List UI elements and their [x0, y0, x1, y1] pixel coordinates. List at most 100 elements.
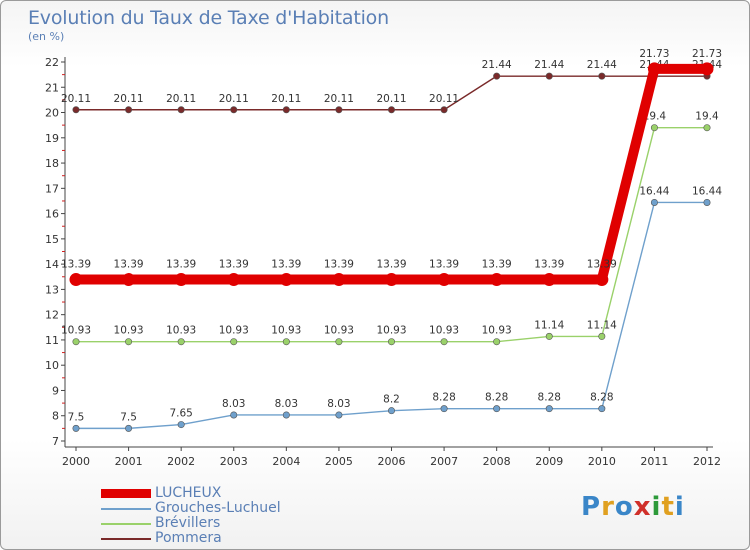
data-label: 8.2 — [383, 394, 400, 406]
data-point — [387, 407, 395, 415]
data-label: 8.28 — [485, 392, 508, 404]
data-label: 11.14 — [534, 319, 564, 331]
y-tick-label: 10 — [45, 359, 59, 372]
legend-swatch — [101, 507, 151, 510]
data-label: 20.11 — [271, 93, 301, 105]
data-point — [493, 338, 501, 346]
y-tick-label: 18 — [45, 157, 59, 170]
data-label: 10.93 — [61, 325, 91, 337]
data-point — [282, 338, 290, 346]
data-point — [177, 338, 185, 346]
data-point — [174, 273, 188, 287]
data-point — [545, 332, 553, 340]
y-tick-label: 14 — [45, 258, 59, 271]
data-point — [647, 62, 661, 76]
data-point — [335, 411, 343, 419]
series-pommera: 20.11 20.11 20.11 20.11 20.11 20.11 20.11 20.11… — [61, 59, 722, 114]
data-label: 13.39 — [429, 259, 459, 271]
chart-subtitle: (en %) — [28, 30, 65, 43]
data-point — [72, 106, 80, 114]
legend-label: Brévillers — [155, 515, 221, 531]
data-label: 7.5 — [68, 411, 85, 423]
data-label: 13.39 — [482, 259, 512, 271]
data-point — [279, 273, 293, 287]
y-tick-label: 19 — [45, 132, 59, 145]
data-label: 13.39 — [61, 259, 91, 271]
data-label: 20.11 — [61, 93, 91, 105]
x-tick-label: 2002 — [167, 455, 195, 468]
data-point — [177, 106, 185, 114]
data-point — [230, 106, 238, 114]
y-tick-label: 15 — [45, 233, 59, 246]
data-point — [387, 106, 395, 114]
data-point — [703, 198, 711, 206]
data-point — [598, 332, 606, 340]
data-point — [227, 273, 241, 287]
y-tick-label: 17 — [45, 182, 59, 195]
data-label: 20.11 — [324, 93, 354, 105]
data-point — [437, 273, 451, 287]
legend-label: LUCHEUX — [155, 485, 222, 501]
data-label: 13.39 — [114, 259, 144, 271]
data-label: 10.93 — [376, 325, 406, 337]
x-tick-label: 2003 — [220, 455, 248, 468]
data-label: 21.73 — [639, 48, 669, 60]
data-label: 19.4 — [643, 111, 667, 123]
legend-label: Pommera — [155, 530, 222, 546]
data-label: 13.39 — [587, 259, 617, 271]
x-tick-label: 2005 — [325, 455, 353, 468]
data-label: 13.39 — [324, 259, 354, 271]
x-tick-label: 2009 — [535, 455, 563, 468]
data-point — [440, 338, 448, 346]
x-tick-label: 2010 — [588, 455, 616, 468]
data-label: 21.73 — [692, 48, 722, 60]
data-label: 8.03 — [222, 398, 245, 410]
data-label: 21.44 — [587, 59, 617, 71]
data-label: 11.14 — [587, 319, 617, 331]
data-point — [335, 106, 343, 114]
data-point — [177, 421, 185, 429]
data-point — [282, 411, 290, 419]
data-label: 10.93 — [482, 325, 512, 337]
data-label: 10.93 — [324, 325, 354, 337]
x-tick-label: 2007 — [430, 455, 458, 468]
data-label: 21.44 — [534, 59, 564, 71]
data-point — [598, 72, 606, 80]
series-lucheux: 13.39 13.39 13.39 13.39 13.39 13.39 13.39 13.39… — [61, 48, 722, 287]
legend-swatch — [101, 522, 151, 525]
data-label: 13.39 — [166, 259, 196, 271]
chart-legend: LUCHEUX Grouches-Luchuel Brévillers Pommera — [101, 486, 281, 546]
y-tick-label: 16 — [45, 208, 59, 221]
x-tick-label: 2008 — [483, 455, 511, 468]
logo-letter: o — [614, 492, 634, 522]
data-point — [493, 405, 501, 413]
series-br-villers: 10.93 10.93 10.93 10.93 10.93 10.93 10.93 10.93… — [61, 111, 719, 346]
data-label: 8.03 — [327, 398, 350, 410]
data-point — [595, 273, 609, 287]
y-tick-label: 13 — [45, 283, 59, 296]
legend-item: Brévillers — [101, 516, 281, 531]
data-point — [282, 106, 290, 114]
data-point — [125, 424, 133, 432]
data-point — [490, 273, 504, 287]
data-point — [72, 424, 80, 432]
data-point — [545, 72, 553, 80]
y-tick-label: 9 — [52, 384, 59, 397]
series-grouches-luchuel: 7.5 7.5 7.65 8.03 8.03 8.03 8.2 8.28 8.28 8.28 8.2… — [68, 185, 722, 432]
logo-letter: i — [674, 492, 685, 522]
legend-item: Grouches-Luchuel — [101, 501, 281, 516]
data-point — [125, 338, 133, 346]
data-point — [122, 273, 136, 287]
x-tick-label: 2004 — [272, 455, 300, 468]
data-point — [440, 405, 448, 413]
y-tick-label: 22 — [45, 56, 59, 69]
logo-letter: x — [633, 492, 652, 522]
data-point — [387, 338, 395, 346]
y-tick-label: 7 — [52, 435, 59, 448]
data-label: 21.44 — [482, 59, 512, 71]
x-tick-label: 2012 — [693, 455, 721, 468]
legend-swatch — [101, 537, 151, 540]
data-label: 10.93 — [219, 325, 249, 337]
data-label: 20.11 — [429, 93, 459, 105]
data-point — [700, 62, 714, 76]
